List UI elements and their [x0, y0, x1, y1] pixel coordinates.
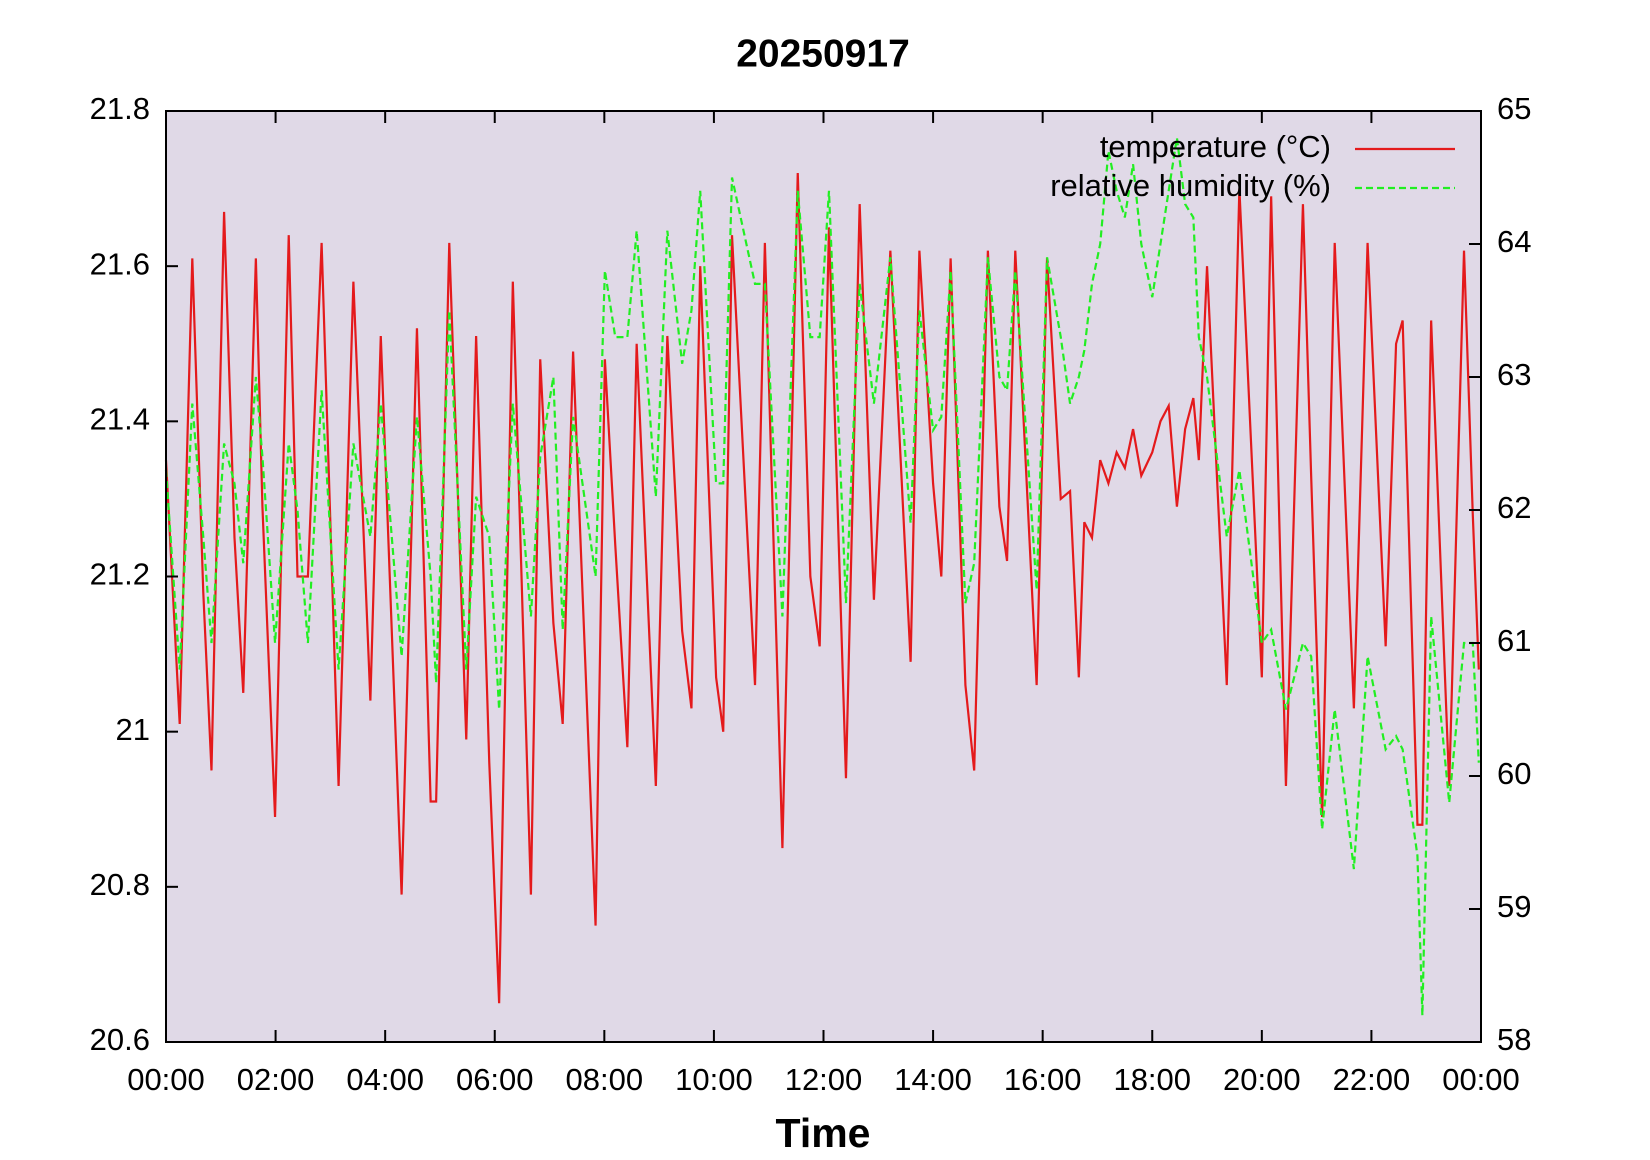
- y2-tick-label: 63: [1497, 357, 1531, 392]
- y2-tick-label: 60: [1497, 756, 1531, 791]
- y2-tick-label: 61: [1497, 623, 1531, 658]
- y2-tick-label: 65: [1497, 91, 1531, 126]
- x-tick-label: 00:00: [1442, 1062, 1520, 1097]
- y-tick-label: 20.6: [90, 1022, 150, 1057]
- x-tick-label: 18:00: [1113, 1062, 1191, 1097]
- y2-tick-label: 59: [1497, 889, 1531, 924]
- x-tick-label: 10:00: [675, 1062, 753, 1097]
- x-tick-label: 06:00: [456, 1062, 534, 1097]
- x-tick-label: 20:00: [1223, 1062, 1301, 1097]
- y2-tick-label: 58: [1497, 1022, 1531, 1057]
- y2-tick-label: 62: [1497, 490, 1531, 525]
- x-axis-label: Time: [776, 1110, 871, 1155]
- legend-label: relative humidity (%): [1050, 168, 1331, 203]
- y-tick-label: 21.6: [90, 246, 150, 281]
- data-line: [164, 173, 1480, 1004]
- plot-background: [166, 111, 1481, 1042]
- x-tick-label: 00:00: [127, 1062, 205, 1097]
- y-tick-label: 21.2: [90, 557, 150, 592]
- x-tick-label: 12:00: [785, 1062, 863, 1097]
- y2-tick-label: 64: [1497, 224, 1531, 259]
- data-line: [164, 137, 1480, 1016]
- x-tick-label: 22:00: [1333, 1062, 1411, 1097]
- chart-title: 20250917: [736, 32, 910, 75]
- y-tick-label: 21: [116, 712, 150, 747]
- x-tick-label: 04:00: [346, 1062, 424, 1097]
- x-tick-label: 16:00: [1004, 1062, 1082, 1097]
- x-tick-label: 08:00: [566, 1062, 644, 1097]
- x-tick-label: 02:00: [237, 1062, 315, 1097]
- y-tick-label: 20.8: [90, 867, 150, 902]
- y-tick-label: 21.4: [90, 402, 150, 437]
- y-tick-label: 21.8: [90, 91, 150, 126]
- x-tick-label: 14:00: [894, 1062, 972, 1097]
- legend-label: temperature (°C): [1100, 129, 1331, 164]
